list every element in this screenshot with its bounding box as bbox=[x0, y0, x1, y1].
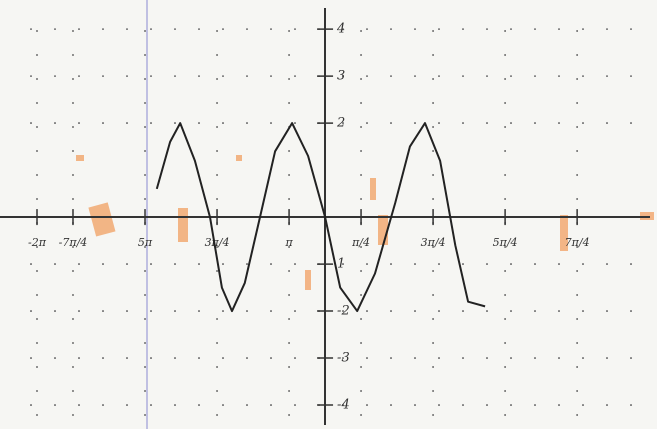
x-tick-label: π/4 bbox=[351, 236, 370, 249]
y-tick-label: -2 bbox=[337, 304, 350, 319]
y-tick-label: -4 bbox=[337, 398, 350, 413]
y-tick-label: 3 bbox=[337, 69, 345, 84]
x-tick-label: π bbox=[284, 236, 293, 249]
x-tick-label: -7π/4 bbox=[59, 236, 88, 249]
x-tick-label: 5π bbox=[138, 236, 153, 249]
y-tick-label: 2 bbox=[336, 116, 345, 131]
x-tick-label: 5π/4 bbox=[493, 236, 518, 249]
x-tick-label: -2π bbox=[28, 236, 47, 249]
y-tick-label: 1 bbox=[337, 257, 345, 272]
x-tick-label: 7π/4 bbox=[565, 236, 590, 249]
x-tick-label: 3π/4 bbox=[205, 236, 230, 249]
y-tick-label: 4 bbox=[336, 22, 345, 37]
x-tick-label: 3π/4 bbox=[421, 236, 446, 249]
smudges bbox=[76, 155, 654, 290]
y-tick-label: -3 bbox=[337, 351, 350, 366]
curve bbox=[155, 122, 486, 313]
